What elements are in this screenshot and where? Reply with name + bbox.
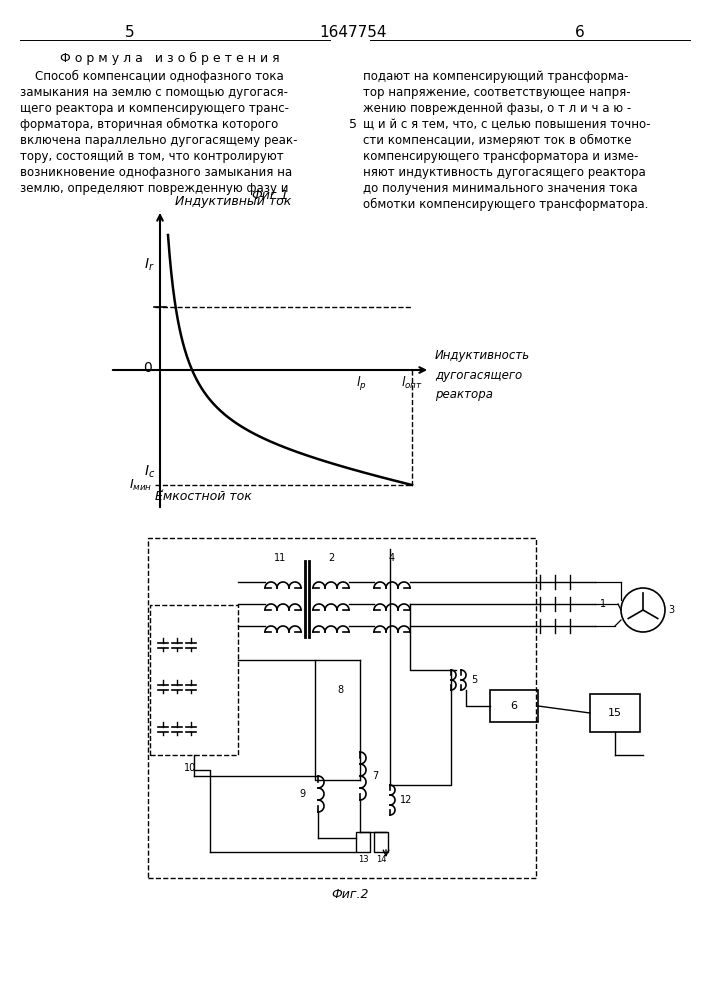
Text: тору, состоящий в том, что контролируют: тору, состоящий в том, что контролируют bbox=[20, 150, 284, 163]
Bar bbox=[374, 832, 388, 852]
Text: 4: 4 bbox=[389, 553, 395, 563]
Text: 1647754: 1647754 bbox=[320, 25, 387, 40]
Text: обмотки компенсирующего трансформатора.: обмотки компенсирующего трансформатора. bbox=[363, 198, 648, 211]
Text: $I_{мин}$: $I_{мин}$ bbox=[129, 477, 152, 493]
Text: $l_{опт}$: $l_{опт}$ bbox=[401, 375, 423, 391]
Text: до получения минимального значения тока: до получения минимального значения тока bbox=[363, 182, 638, 195]
Text: 6: 6 bbox=[510, 701, 518, 711]
Text: 13: 13 bbox=[358, 855, 368, 864]
Text: 10: 10 bbox=[184, 763, 196, 773]
Text: дугогасящего: дугогасящего bbox=[435, 368, 522, 381]
Text: 7: 7 bbox=[372, 771, 378, 781]
Text: замыкания на землю с помощью дугогася-: замыкания на землю с помощью дугогася- bbox=[20, 86, 288, 99]
Text: Фиг.1: Фиг.1 bbox=[251, 189, 288, 202]
Text: 0: 0 bbox=[144, 361, 152, 375]
Text: $I_r$: $I_r$ bbox=[144, 257, 155, 273]
Text: 8: 8 bbox=[337, 685, 343, 695]
Text: 11: 11 bbox=[274, 553, 286, 563]
Text: 5: 5 bbox=[471, 675, 477, 685]
Bar bbox=[148, 538, 536, 878]
Text: возникновение однофазного замыкания на: возникновение однофазного замыкания на bbox=[20, 166, 292, 179]
Text: 9: 9 bbox=[300, 789, 306, 799]
Text: 5: 5 bbox=[349, 118, 357, 131]
Text: щего реактора и компенсирующего транс-: щего реактора и компенсирующего транс- bbox=[20, 102, 289, 115]
Text: компенсирующего трансформатора и изме-: компенсирующего трансформатора и изме- bbox=[363, 150, 638, 163]
Text: щ и й с я тем, что, с целью повышения точно-: щ и й с я тем, что, с целью повышения то… bbox=[363, 118, 650, 131]
Bar bbox=[356, 832, 370, 852]
Text: $I_c$: $I_c$ bbox=[144, 464, 155, 480]
Text: няют индуктивность дугогасящего реактора: няют индуктивность дугогасящего реактора bbox=[363, 166, 645, 179]
Text: включена параллельно дугогасящему реак-: включена параллельно дугогасящему реак- bbox=[20, 134, 298, 147]
Text: Е́мкостной ток: Е́мкостной ток bbox=[155, 490, 252, 503]
Text: 1: 1 bbox=[600, 599, 606, 609]
Bar bbox=[490, 690, 538, 722]
Text: землю, определяют поврежденную фазу и: землю, определяют поврежденную фазу и bbox=[20, 182, 288, 195]
Text: Индуктивность: Индуктивность bbox=[435, 349, 530, 362]
Text: 5: 5 bbox=[125, 25, 135, 40]
Text: Фиг.2: Фиг.2 bbox=[332, 888, 369, 901]
Text: 3: 3 bbox=[668, 605, 674, 615]
Text: Индуктивный ток: Индуктивный ток bbox=[175, 195, 291, 208]
Text: 15: 15 bbox=[608, 708, 622, 718]
Bar bbox=[590, 694, 640, 732]
Text: реактора: реактора bbox=[435, 388, 493, 401]
Text: жению поврежденной фазы, о т л и ч а ю -: жению поврежденной фазы, о т л и ч а ю - bbox=[363, 102, 631, 115]
Text: подают на компенсирующий трансформа-: подают на компенсирующий трансформа- bbox=[363, 70, 629, 83]
Text: тор напряжение, соответствующее напря-: тор напряжение, соответствующее напря- bbox=[363, 86, 631, 99]
Text: сти компенсации, измеряют ток в обмотке: сти компенсации, измеряют ток в обмотке bbox=[363, 134, 631, 147]
Text: 2: 2 bbox=[328, 553, 334, 563]
Text: 12: 12 bbox=[400, 795, 412, 805]
Text: Способ компенсации однофазного тока: Способ компенсации однофазного тока bbox=[35, 70, 284, 83]
Text: Ф о р м у л а   и з о б р е т е н и я: Ф о р м у л а и з о б р е т е н и я bbox=[60, 52, 280, 65]
Text: 6: 6 bbox=[575, 25, 585, 40]
Bar bbox=[150, 605, 238, 755]
Text: форматора, вторичная обмотка которого: форматора, вторичная обмотка которого bbox=[20, 118, 279, 131]
Text: $l_p$: $l_p$ bbox=[356, 375, 367, 393]
Text: 14: 14 bbox=[375, 855, 386, 864]
